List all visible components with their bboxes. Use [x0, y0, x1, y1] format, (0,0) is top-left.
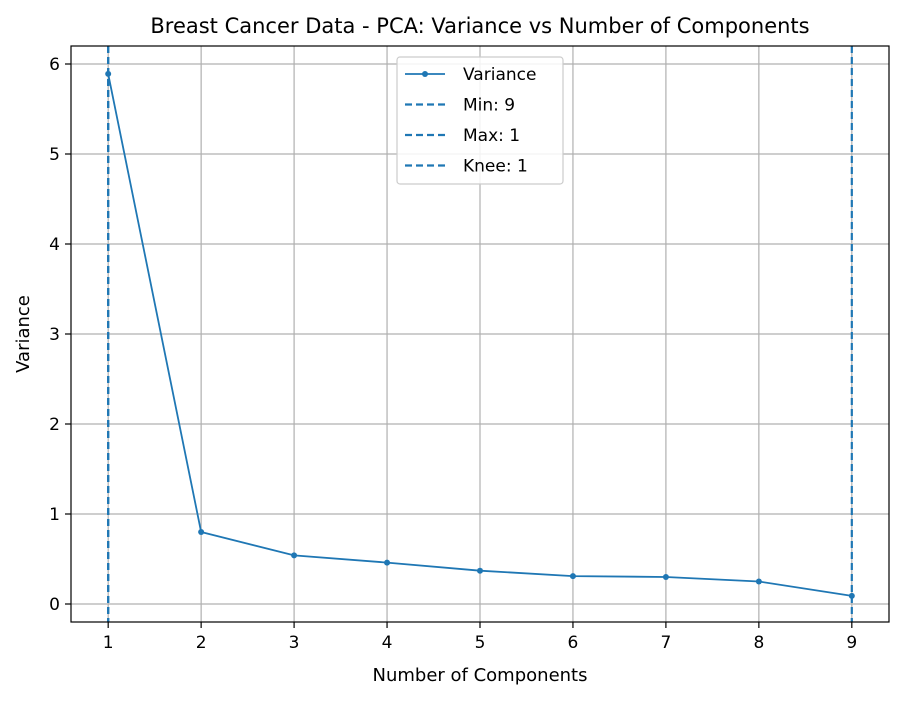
data-point: [198, 529, 205, 535]
data-point: [384, 559, 391, 566]
y-tick-label: 1: [49, 505, 60, 525]
x-tick-label: 3: [289, 633, 300, 653]
x-tick-label: 8: [753, 633, 764, 653]
y-tick-label: 6: [49, 55, 60, 75]
y-axis-ticks: 0 1 2 3 4 5 6: [49, 55, 71, 615]
data-point: [291, 552, 298, 559]
legend-entry: Min: 9: [405, 96, 515, 116]
x-tick-label: 9: [846, 633, 857, 653]
grid-lines: [71, 46, 889, 622]
reference-lines: [107, 46, 853, 622]
x-axis-ticks: 1 2 3 4 5 6 7 8 9: [103, 622, 857, 653]
legend-entry: Max: 1: [405, 126, 520, 146]
x-tick-label: 4: [382, 633, 393, 653]
y-tick-label: 0: [49, 595, 60, 615]
data-point: [662, 574, 669, 580]
legend-entry: Variance: [405, 65, 536, 85]
legend-label: Min: 9: [463, 96, 515, 116]
x-tick-label: 1: [103, 633, 114, 653]
y-tick-label: 5: [49, 145, 60, 165]
y-tick-label: 2: [49, 415, 60, 435]
x-tick-label: 6: [568, 633, 579, 653]
y-tick-label: 4: [49, 235, 60, 255]
legend: Variance Min: 9 Max: 1 Knee: 1: [396, 56, 564, 185]
legend-entry: Knee: 1: [405, 157, 528, 177]
data-series: [105, 70, 855, 599]
x-axis-label: Number of Components: [373, 665, 588, 686]
x-tick-label: 7: [660, 633, 671, 653]
x-tick-label: 5: [475, 633, 486, 653]
y-tick-label: 3: [49, 325, 60, 345]
legend-label: Max: 1: [463, 126, 520, 146]
data-point: [848, 592, 855, 599]
data-point: [569, 573, 576, 580]
legend-label: Knee: 1: [463, 157, 528, 177]
data-point: [755, 578, 762, 585]
chart-title: Breast Cancer Data - PCA: Variance vs Nu…: [150, 14, 809, 38]
data-point: [105, 70, 112, 77]
data-point: [477, 567, 483, 574]
legend-marker-swatch: [422, 71, 428, 77]
x-tick-label: 2: [196, 633, 207, 653]
legend-box: [396, 56, 564, 185]
y-axis-label: Variance: [13, 295, 34, 373]
legend-label: Variance: [463, 65, 536, 85]
